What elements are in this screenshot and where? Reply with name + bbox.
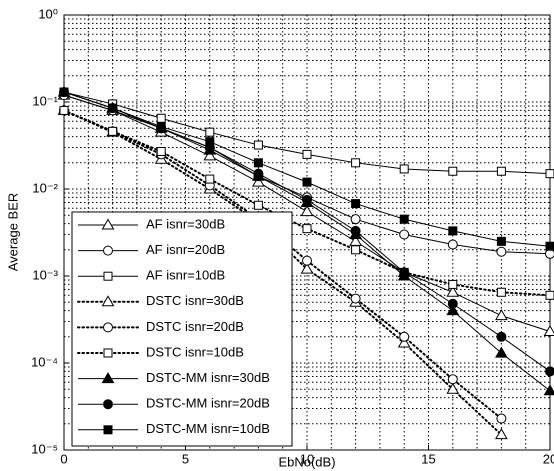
x-tick-label: 20 [543, 451, 554, 466]
marker [101, 218, 115, 230]
marker [496, 331, 507, 342]
marker [399, 267, 410, 278]
marker [543, 384, 554, 396]
marker [399, 331, 410, 342]
marker [495, 309, 508, 321]
marker [101, 372, 115, 384]
y-tick-label: 10⁰ [38, 6, 58, 21]
marker [399, 214, 409, 224]
legend: AF isnr=30dB AF isnr=20dB AF isnr=10dB DSTC… [71, 211, 293, 447]
x-axis-label: EbNo(dB) [278, 454, 335, 469]
marker [205, 174, 215, 184]
marker [59, 87, 69, 97]
marker [253, 168, 264, 179]
marker [350, 225, 361, 236]
marker [351, 199, 361, 209]
marker [351, 245, 361, 255]
marker [545, 366, 554, 377]
x-tick-label: 15 [421, 451, 435, 466]
marker [302, 255, 312, 266]
marker [399, 164, 409, 174]
marker [103, 348, 113, 358]
marker [447, 298, 458, 309]
y-tick-label: 10⁻⁵ [31, 441, 58, 456]
legend-label: DSTC isnr=10dB [146, 344, 244, 359]
marker [448, 166, 458, 176]
legend-label: DSTC isnr=30dB [146, 293, 244, 308]
y-tick-label: 10⁻⁴ [31, 354, 58, 369]
marker [399, 229, 410, 240]
marker [156, 146, 166, 156]
marker [350, 293, 361, 304]
legend-label: DSTC isnr=20dB [146, 319, 244, 334]
marker [496, 236, 506, 246]
marker [543, 325, 554, 337]
marker [253, 140, 263, 150]
marker [101, 295, 115, 307]
marker [103, 399, 113, 410]
legend-label: DSTC-MM isnr=30dB [146, 370, 270, 385]
x-tick-label: 5 [182, 451, 189, 466]
y-tick-label: 10⁻² [32, 180, 58, 195]
marker [205, 127, 215, 137]
marker [397, 336, 411, 348]
marker [447, 239, 458, 250]
marker [203, 149, 217, 161]
marker [253, 158, 263, 168]
marker [252, 175, 265, 187]
marker [545, 169, 554, 179]
marker [103, 322, 113, 333]
marker [253, 200, 263, 210]
marker [156, 122, 166, 132]
plot-frame [63, 14, 551, 451]
legend-label: DSTC-MM isnr=10dB [146, 421, 270, 436]
marker [496, 166, 506, 176]
marker [448, 226, 458, 236]
marker [302, 149, 312, 159]
marker [108, 126, 118, 136]
marker [103, 271, 113, 281]
y-axis-label: Average BER [5, 193, 20, 272]
marker [351, 158, 361, 168]
x-tick-label: 10 [300, 451, 314, 466]
marker [446, 285, 460, 297]
marker [350, 214, 361, 225]
marker [446, 382, 460, 394]
marker [205, 137, 215, 147]
marker [108, 103, 118, 113]
marker [300, 205, 314, 217]
legend-label: DSTC-MM isnr=20dB [146, 396, 270, 411]
marker [103, 425, 113, 435]
y-tick-label: 10⁻³ [32, 267, 58, 282]
marker [156, 113, 166, 123]
legend-label: AF isnr=20dB [146, 242, 225, 257]
marker [496, 413, 507, 424]
marker [302, 177, 312, 187]
marker [302, 224, 312, 234]
series-line [63, 109, 503, 420]
marker [446, 304, 460, 316]
x-tick-label: 0 [60, 451, 67, 466]
marker [447, 374, 458, 385]
marker [495, 346, 508, 358]
legend-label: AF isnr=10dB [146, 268, 225, 283]
marker [545, 241, 554, 251]
legend-label: AF isnr=30dB [146, 216, 225, 231]
marker [300, 262, 314, 274]
marker [302, 194, 312, 205]
marker [448, 279, 458, 289]
marker [496, 246, 507, 257]
marker [496, 287, 506, 297]
marker [495, 428, 508, 440]
y-tick-label: 10⁻¹ [32, 93, 58, 108]
marker [103, 245, 113, 256]
marker [545, 290, 554, 300]
marker [59, 105, 69, 115]
